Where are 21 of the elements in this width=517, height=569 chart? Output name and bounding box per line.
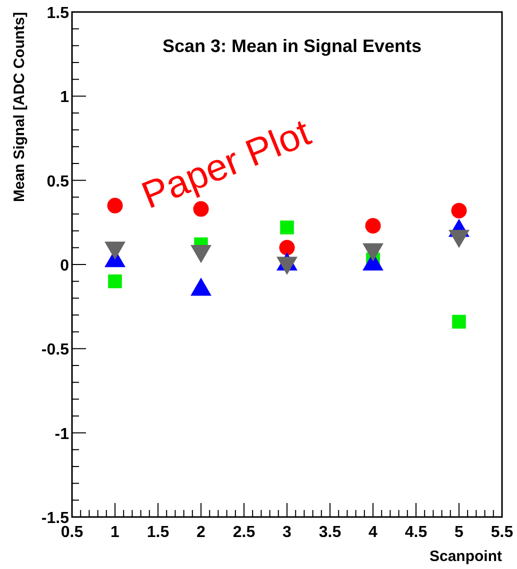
x-tick-label: 2	[196, 524, 206, 541]
annotation: Paper Plot	[136, 112, 317, 218]
y-tick-label: 1.5	[46, 5, 70, 22]
x-tick-label: 5.5	[490, 524, 514, 541]
y-axis-title: Mean Signal [ADC Counts]	[11, 12, 28, 202]
x-tick-label: 1	[110, 524, 120, 541]
y-tick-label: -1	[54, 426, 70, 443]
y-tick-label: 0.5	[46, 173, 70, 190]
x-tick-label: 3	[282, 524, 292, 541]
y-tick-label: 0	[60, 258, 70, 274]
x-tick-label: 3.5	[318, 524, 342, 541]
text: Scan 3: Mean in Signal Events	[162, 36, 422, 56]
x-tick-label: 5	[454, 524, 464, 541]
x-tick-label: 4	[368, 524, 378, 541]
y-tick-label: -0.5	[41, 342, 70, 359]
x-tick-label: 4.5	[404, 524, 428, 541]
y-tick-label: 1	[60, 89, 70, 106]
x-axis-title: Scanpoint	[429, 548, 502, 565]
x-tick-label: 1.5	[146, 524, 170, 541]
x-tick-label: 2.5	[232, 524, 256, 541]
y-tick-label: -1.5	[41, 510, 70, 527]
